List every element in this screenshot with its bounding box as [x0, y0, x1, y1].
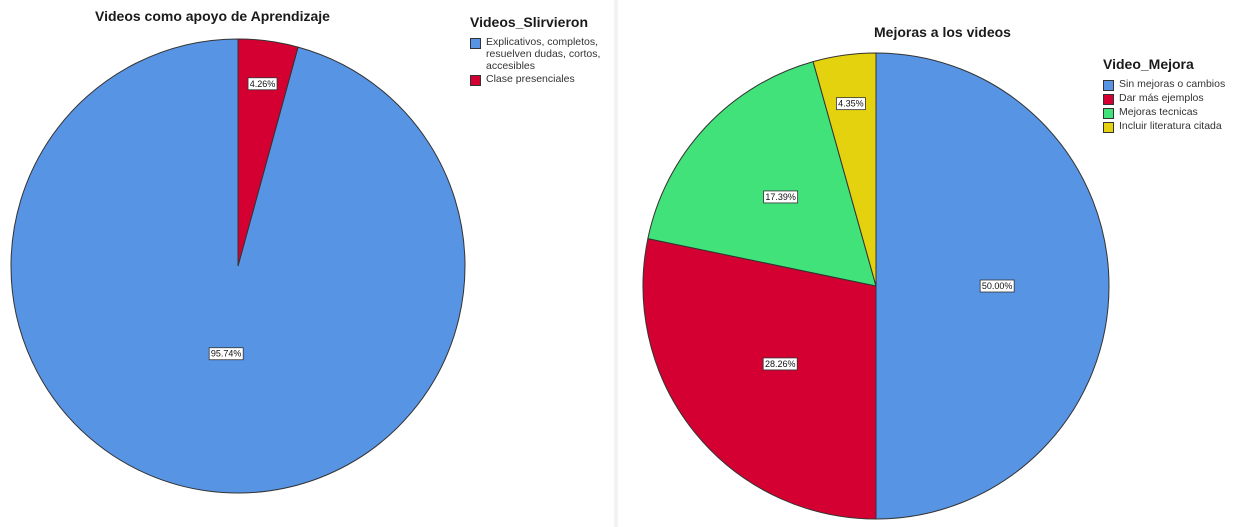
- slice-percent-text: 4.26%: [250, 79, 276, 89]
- legend-swatch: [470, 38, 481, 49]
- legend-label: Sin mejoras o cambios: [1119, 78, 1226, 90]
- chart-panel-left: Videos como apoyo de Aprendizaje 95.74% 4…: [0, 0, 612, 527]
- pie-chart-right: 50.00% 28.26% 17.39% 4.35%: [642, 52, 1110, 520]
- chart-panel-right: Mejoras a los videos 50.00% 28.26% 17.39% 4…: [620, 0, 1257, 527]
- slice-percent-label: 4.35%: [836, 97, 866, 111]
- slice-percent-label: 50.00%: [979, 279, 1015, 293]
- legend-item: Clase presenciales: [470, 73, 610, 86]
- legend-item: Incluir literatura citada: [1103, 120, 1255, 133]
- pie-slice: [812, 52, 877, 287]
- slice-percent-text: 95.74%: [211, 349, 242, 359]
- slice-percent-text: 17.39%: [765, 192, 796, 202]
- legend-item: Dar más ejemplos: [1103, 92, 1255, 105]
- legend-swatch: [1103, 80, 1114, 91]
- slice-percent-box: [979, 279, 1015, 293]
- pie-slice: [642, 238, 877, 520]
- legend-label: Mejoras tecnicas: [1119, 106, 1198, 118]
- slice-percent-text: 50.00%: [982, 281, 1013, 291]
- panel-divider: [614, 0, 618, 527]
- legend-left: Videos_Slirvieron Explicativos, completo…: [470, 14, 610, 87]
- slice-percent-label: 95.74%: [208, 347, 244, 361]
- slice-percent-label: 17.39%: [763, 190, 799, 204]
- slice-percent-box: [762, 357, 798, 371]
- slice-percent-text: 4.35%: [838, 99, 864, 109]
- legend-swatch: [1103, 122, 1114, 133]
- slice-percent-label: 4.26%: [247, 77, 278, 91]
- legend-label: Incluir literatura citada: [1119, 120, 1222, 132]
- legend-label: Clase presenciales: [486, 73, 575, 85]
- slice-percent-box: [763, 190, 799, 204]
- pie-chart-left: 95.74% 4.26%: [10, 38, 466, 494]
- slice-percent-box: [836, 97, 866, 111]
- pie-slice: [237, 38, 299, 267]
- legend-right: Video_Mejora Sin mejoras o cambios Dar m…: [1103, 56, 1255, 134]
- legend-swatch: [1103, 94, 1114, 105]
- slice-percent-label: 28.26%: [762, 357, 798, 371]
- slice-percent-box: [208, 347, 244, 361]
- chart-title-left: Videos como apoyo de Aprendizaje: [95, 8, 330, 24]
- chart-title-right: Mejoras a los videos: [874, 24, 1011, 40]
- legend-item: Mejoras tecnicas: [1103, 106, 1255, 119]
- pie-slice: [647, 61, 877, 287]
- legend-item: Explicativos, completos, resuelven dudas…: [470, 36, 610, 72]
- legend-title-left: Videos_Slirvieron: [470, 14, 589, 30]
- legend-title-right: Video_Mejora: [1103, 56, 1194, 72]
- legend-item: Sin mejoras o cambios: [1103, 78, 1255, 91]
- slice-percent-text: 28.26%: [765, 359, 796, 369]
- legend-swatch: [470, 75, 481, 86]
- slice-percent-box: [247, 77, 278, 91]
- legend-label: Dar más ejemplos: [1119, 92, 1204, 104]
- legend-label: Explicativos, completos, resuelven dudas…: [486, 36, 601, 72]
- legend-swatch: [1103, 108, 1114, 119]
